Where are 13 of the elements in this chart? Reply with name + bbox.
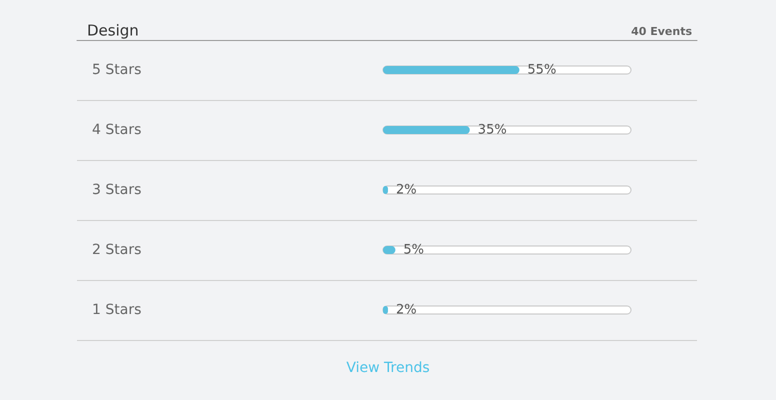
text: 40 Events — [631, 25, 692, 38]
y-tick-label: 4 Stars — [92, 122, 142, 138]
data-label: 2% — [396, 182, 417, 198]
data-label: 2% — [396, 302, 417, 318]
y-tick-label: 5 Stars — [92, 62, 142, 78]
data-label: 5% — [403, 242, 424, 258]
y-tick-label: 1 Stars — [92, 302, 142, 318]
y-tick-label: 3 Stars — [92, 182, 142, 198]
data-label: 35% — [478, 122, 507, 138]
text: View Trends — [346, 360, 430, 376]
data-label: 55% — [527, 62, 556, 78]
y-tick-label: 2 Stars — [92, 242, 142, 258]
text: Design — [87, 22, 139, 40]
